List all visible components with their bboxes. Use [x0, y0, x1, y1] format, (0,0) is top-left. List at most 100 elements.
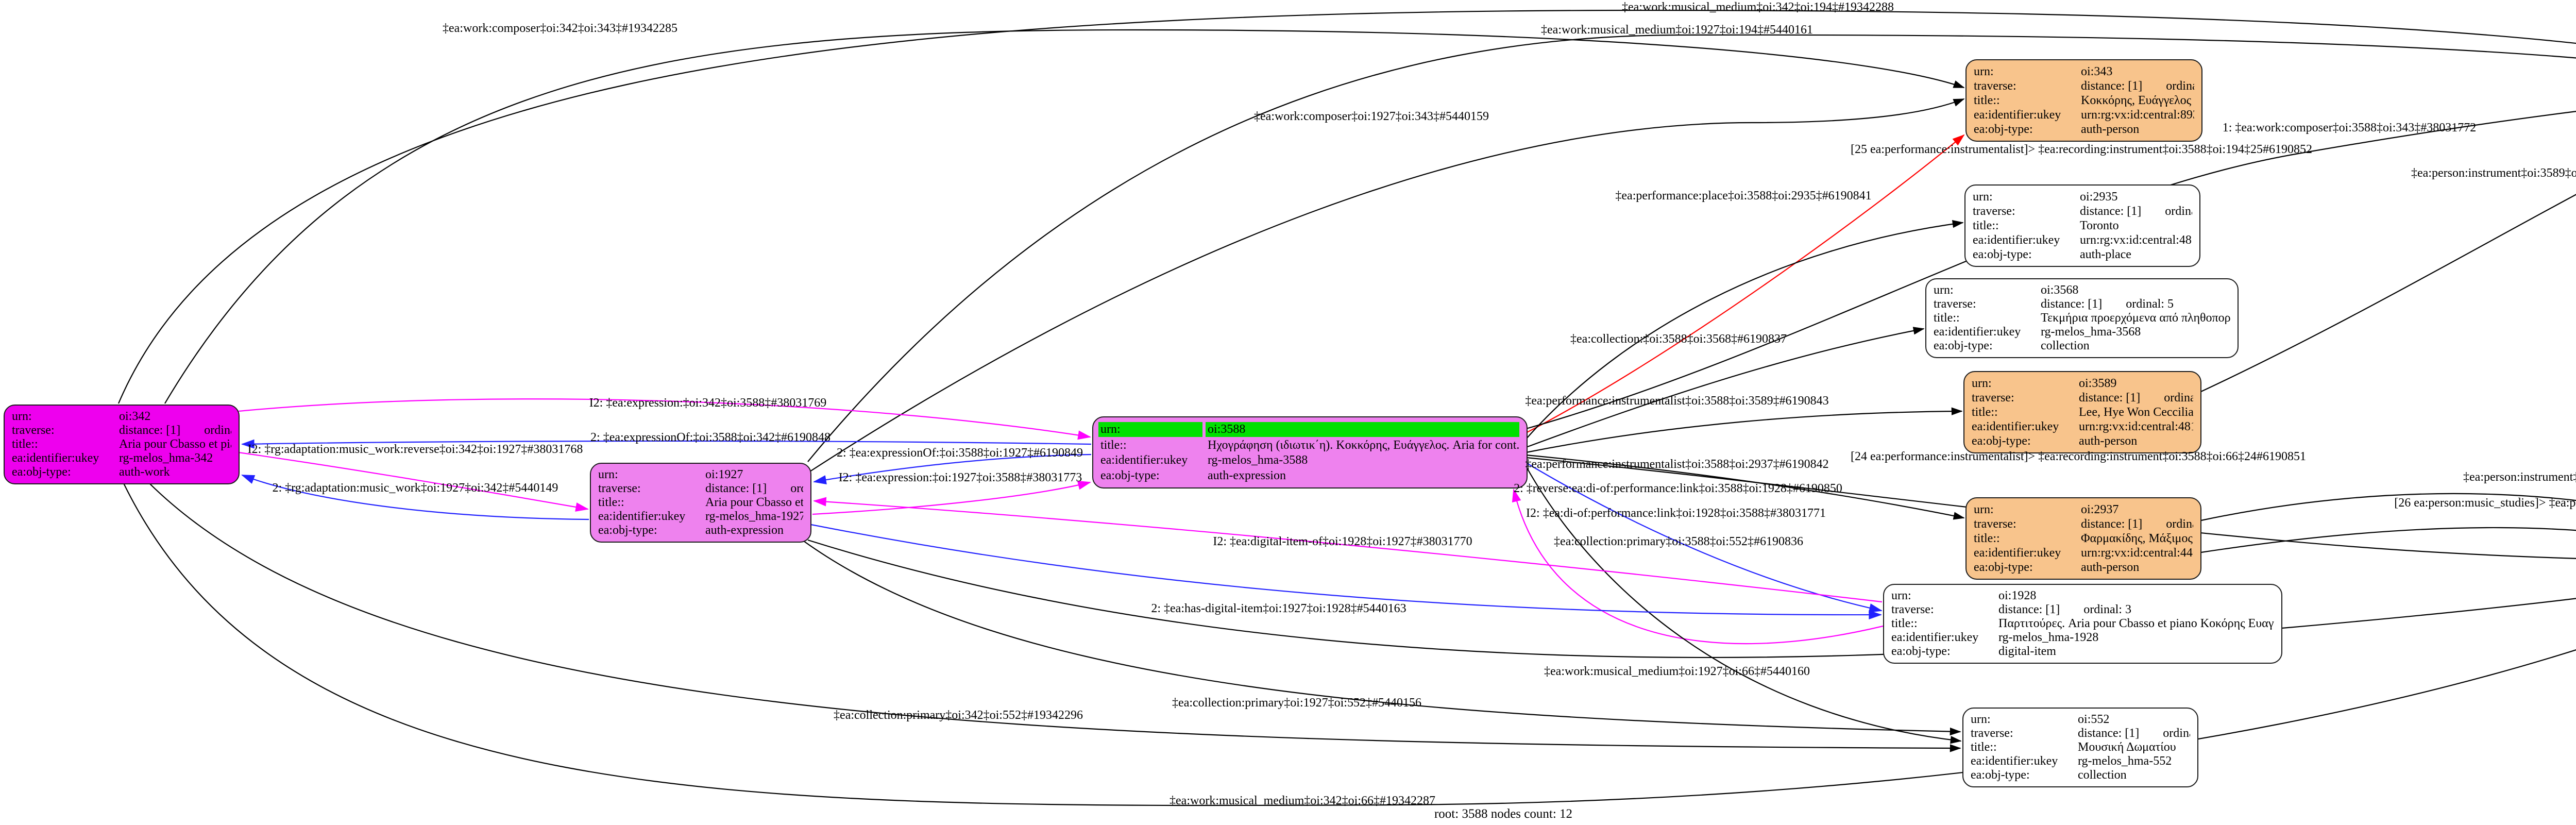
node-ordinal-value: ordinal: 3	[2083, 603, 2131, 616]
node-field-label: traverse:	[12, 424, 55, 437]
node-ordinal-value: ordinal: 7	[2166, 79, 2194, 93]
node-row: traverse: distance: [1] ordinal: 3	[1891, 603, 2274, 617]
node-field-value: urn:rg:vx:id:central:4467	[2081, 546, 2193, 560]
node-field-label: ea:obj-type:	[1972, 434, 2031, 448]
edge-label: [25 ea:performance:instrumentalist]> ‡ea…	[1851, 143, 2312, 157]
node-row: ea:identifier:ukey rg-melos_hma-1927	[598, 510, 803, 524]
graph-edge	[241, 439, 1092, 449]
node-field-value: rg-melos_hma-552	[2078, 754, 2172, 768]
node-field-value: rg-melos_hma-342	[119, 451, 213, 465]
graph-node-oi-2937: urn: oi:2937 traverse: distance: [1] ordinal…	[1965, 497, 2201, 580]
node-field-label: traverse:	[1974, 517, 2016, 531]
graph-edge	[803, 541, 1961, 736]
node-row: title:: Κοκκόρης, Ευάγγελος	[1974, 94, 2194, 108]
graph-edge	[1526, 134, 1965, 433]
graph-edge	[810, 524, 1883, 620]
node-field-label: title::	[1971, 740, 1997, 754]
node-row: traverse: distance: [1] ordinal: 5	[1934, 297, 2230, 311]
node-field-value: auth-expression	[705, 524, 784, 537]
node-row: ea:obj-type: auth-person	[1974, 561, 2193, 575]
node-distance-value: distance: [1]	[2081, 79, 2143, 93]
node-row: ea:obj-type: auth-expression	[598, 524, 803, 537]
node-field-label: ea:identifier:ukey	[1972, 419, 2059, 433]
edge-label: ‡ea:collection:primary‡oi:3588‡oi:552‡#6…	[1554, 535, 1803, 549]
node-distance-value: distance: [1]	[2081, 517, 2143, 531]
graph-node-oi-3589: urn: oi:3589 traverse: distance: [1] ordinal…	[1963, 371, 2201, 453]
node-row: urn: oi:3568	[1934, 283, 2230, 297]
node-row: ea:obj-type: digital-item	[1891, 645, 2274, 659]
node-distance-value: distance: [1]	[2080, 204, 2142, 218]
graph-edge	[2200, 527, 2576, 553]
node-row: traverse: distance: [1] ordinal: 8	[1974, 517, 2193, 531]
graph-edge	[812, 497, 1883, 603]
edge-label: I2: ‡ea:digital-item-of‡oi:1928‡oi:1927‡…	[1213, 535, 1472, 549]
node-field-label: title::	[1891, 617, 1918, 630]
graph-node-oi-2935: urn: oi:2935 traverse: distance: [1] ordinal…	[1964, 184, 2200, 267]
node-ordinal-value: ordinal: 6	[2165, 204, 2192, 218]
graph-node-oi-342: urn: oi:342 traverse: distance: [1] ordinal:…	[4, 405, 240, 484]
node-distance-value: distance: [1]	[2078, 727, 2140, 740]
node-row: title:: Toronto	[1973, 219, 2192, 233]
node-field-value: auth-expression	[1208, 468, 1286, 482]
node-field-value: auth-person	[2081, 560, 2140, 574]
node-row: ea:identifier:ukey urn:rg:vx:id:central:4…	[1972, 420, 2193, 434]
graph-edge	[238, 451, 589, 512]
graph-edge	[1526, 327, 1925, 448]
graph-edge	[2200, 194, 2576, 392]
edge-label: [24 ea:performance:instrumentalist]> ‡ea…	[1851, 450, 2306, 464]
graph-edge	[807, 34, 2576, 462]
node-field-value: Τεκμήρια προερχόμενα από πληθοπορισμό	[2041, 311, 2230, 325]
node-row: urn: oi:343	[1974, 65, 2194, 79]
node-field-label: title::	[1972, 405, 1998, 419]
node-row: ea:identifier:ukey rg-melos_hma-342	[12, 451, 231, 465]
node-row: ea:obj-type: auth-expression	[1100, 469, 1519, 483]
edge-label: ‡ea:collection:primary‡oi:1927‡oi:552‡#5…	[1172, 696, 1421, 710]
node-field-label: ea:obj-type:	[1100, 468, 1160, 482]
edge-label: ‡ea:performance:place‡oi:3588‡oi:2935‡#6…	[1615, 189, 1872, 203]
node-field-value: rg-melos_hma-1928	[1998, 631, 2099, 644]
node-field-value: oi:3568	[2041, 283, 2079, 297]
node-row: urn: oi:1928	[1891, 589, 2274, 603]
node-field-value: Παρτιτούρες. Aria pour Cbasso et piano Κ…	[1998, 617, 2274, 630]
node-field-label: ea:obj-type:	[598, 524, 657, 537]
graph-edge	[809, 98, 1965, 472]
node-field-label: title::	[1973, 218, 1999, 232]
edge-label: 1: ‡ea:work:composer‡oi:3588‡oi:343‡#380…	[2222, 121, 2477, 135]
edge-label: ‡ea:work:musical_medium‡oi:1927‡oi:66‡#5…	[1544, 665, 1810, 679]
node-field-label: traverse:	[598, 482, 641, 495]
edge-label: ‡ea:work:musical_medium‡oi:342‡oi:66‡#19…	[1170, 794, 1435, 808]
node-row: ea:identifier:ukey rg-melos_hma-1928	[1891, 631, 2274, 645]
node-row: ea:identifier:ukey rg-melos_hma-3588	[1100, 453, 1519, 467]
node-field-value: rg-melos_hma-1927	[705, 510, 803, 523]
edge-label: 2: ‡ea:has-digital-item‡oi:1927‡oi:1928‡…	[1151, 602, 1406, 616]
node-field-label: ea:obj-type:	[1971, 768, 2030, 782]
node-field-label: ea:obj-type:	[1934, 339, 1993, 352]
graph-edge	[238, 398, 1092, 440]
node-field-label: ea:identifier:ukey	[12, 451, 99, 465]
graph-node-oi-1927: urn: oi:1927 traverse: distance: [1] ordinal…	[590, 463, 811, 543]
node-field-label: ea:obj-type:	[1973, 247, 2032, 261]
edge-label: I2: ‡ea:expression:‡oi:342‡oi:3588‡#3803…	[589, 396, 827, 410]
node-row: traverse: distance: [1] ordinal: 9	[1972, 391, 2193, 405]
edge-label: ‡ea:work:musical_medium‡oi:342‡oi:194‡#1…	[1622, 1, 1894, 14]
node-field-label: title::	[1934, 311, 1960, 325]
node-row: ea:obj-type: auth-work	[12, 465, 231, 479]
node-row: ea:obj-type: auth-person	[1974, 123, 2194, 137]
node-field-value: oi:552	[2078, 713, 2110, 726]
node-distance-value: distance: [1]	[2041, 297, 2103, 311]
node-row: ea:obj-type: collection	[1934, 339, 2230, 353]
node-field-label: ea:obj-type:	[1974, 122, 2033, 136]
node-field-value: oi:3588	[1206, 422, 1519, 437]
edge-label: ‡ea:work:composer‡oi:342‡oi:343‡#1934228…	[443, 22, 677, 36]
node-field-label: ea:identifier:ukey	[1891, 631, 1979, 644]
node-distance-value: distance: [1]	[705, 482, 767, 495]
node-field-label: urn:	[1891, 589, 1911, 602]
node-row: urn: oi:2937	[1974, 503, 2193, 517]
graph-edge	[812, 480, 1091, 515]
node-field-value: urn:rg:vx:id:central:4815	[2080, 233, 2192, 247]
node-field-label: title::	[12, 437, 38, 451]
node-field-value: oi:342	[119, 410, 151, 423]
node-distance-value: distance: [1]	[119, 424, 181, 437]
graph-node-oi-3568: urn: oi:3568 traverse: distance: [1] ordinal…	[1925, 278, 2239, 358]
